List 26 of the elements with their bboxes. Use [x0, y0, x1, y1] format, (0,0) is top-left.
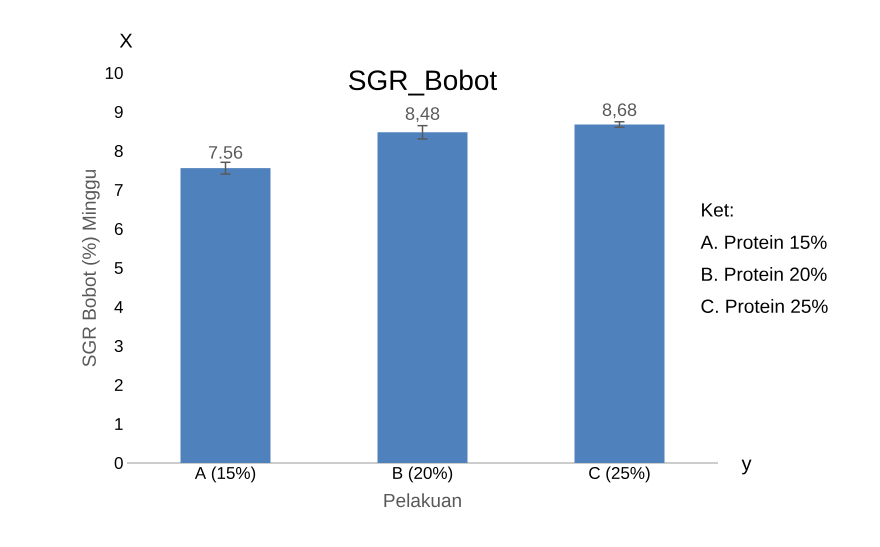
x-axis-title: Pelakuan	[384, 493, 461, 508]
y-tick-label: 9	[114, 106, 123, 118]
text: y	[742, 460, 752, 474]
text: X	[120, 34, 132, 48]
chart-title: SGR_Bobot	[349, 70, 497, 96]
annotation: B. Protein 20%	[702, 267, 827, 281]
annotation: Ket:	[702, 203, 733, 217]
y-tick-label: 10	[106, 66, 123, 80]
y-tick-label: 6	[114, 222, 123, 236]
annotation: A. Protein 15%	[700, 235, 827, 249]
x-tick-label: B (20%)	[393, 466, 452, 482]
y-tick-label: 4	[114, 301, 123, 313]
y-tick-label: 3	[114, 340, 123, 352]
y-tick-label: 2	[114, 379, 123, 391]
y-tick-label: 0	[114, 456, 123, 470]
annotation: C. Protein 25%	[702, 299, 828, 313]
y-tick-label: 8	[114, 144, 123, 158]
data-label: 7.56	[208, 146, 242, 159]
x-tick-label: A (15%)	[194, 466, 256, 482]
y-tick-label: 1	[115, 418, 123, 430]
data-label: 8,48	[406, 107, 440, 122]
x-tick-label: C (25%)	[589, 466, 650, 482]
y-tick-label: 5	[114, 262, 123, 274]
data-label: 8,68	[602, 103, 636, 118]
y-axis-title: SGR Bobot (%) Minggu	[82, 170, 100, 366]
y-tick-label: 7	[114, 184, 123, 196]
